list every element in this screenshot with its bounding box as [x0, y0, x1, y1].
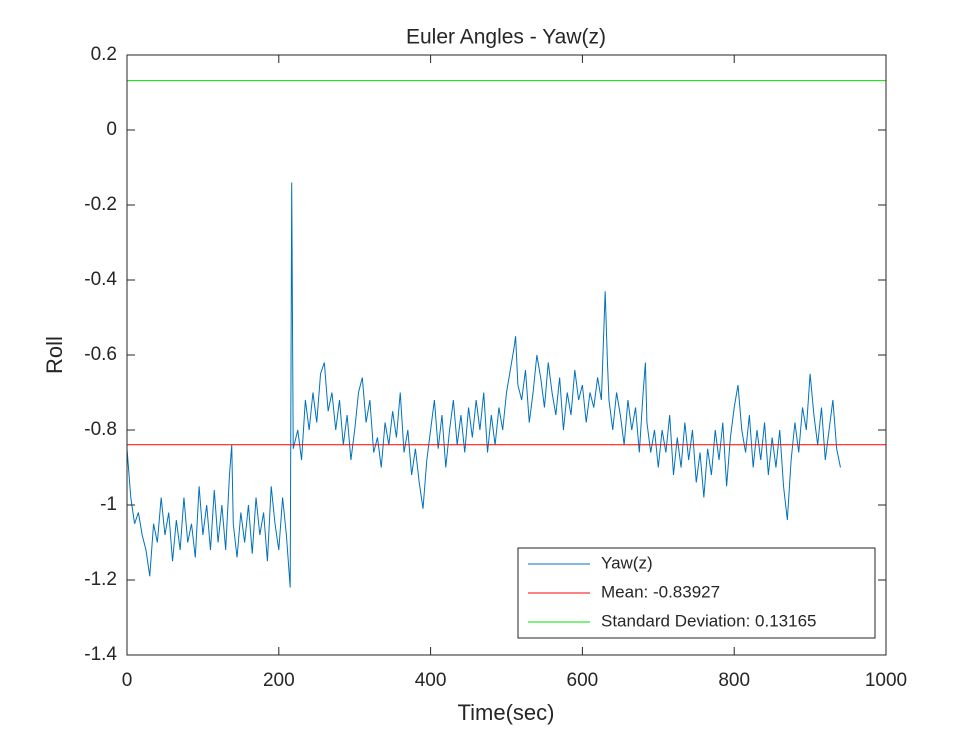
y-tick-label: -1	[100, 494, 117, 515]
x-tick-label: 200	[263, 670, 295, 691]
y-tick-label: -0.6	[84, 344, 117, 365]
y-tick-label: -0.8	[84, 419, 117, 440]
x-axis-label: Time(sec)	[458, 700, 555, 725]
x-tick-label: 1000	[865, 670, 907, 691]
y-tick-label: -0.4	[84, 269, 117, 290]
legend-label: Standard Deviation: 0.13165	[601, 611, 817, 630]
y-tick-label: 0	[106, 119, 117, 140]
x-tick-label: 800	[718, 670, 750, 691]
y-tick-label: -1.2	[84, 569, 117, 590]
series-line	[127, 182, 841, 588]
y-axis-label: Roll	[42, 336, 67, 374]
y-tick-label: -1.4	[84, 644, 117, 665]
legend-label: Yaw(z)	[601, 553, 653, 572]
y-tick-label: 0.2	[91, 44, 117, 65]
legend-label: Mean: -0.83927	[601, 582, 720, 601]
y-tick-label: -0.2	[84, 194, 117, 215]
chart-title: Euler Angles - Yaw(z)	[406, 26, 606, 49]
x-tick-label: 0	[122, 670, 133, 691]
x-tick-label: 400	[415, 670, 447, 691]
x-tick-label: 600	[567, 670, 599, 691]
